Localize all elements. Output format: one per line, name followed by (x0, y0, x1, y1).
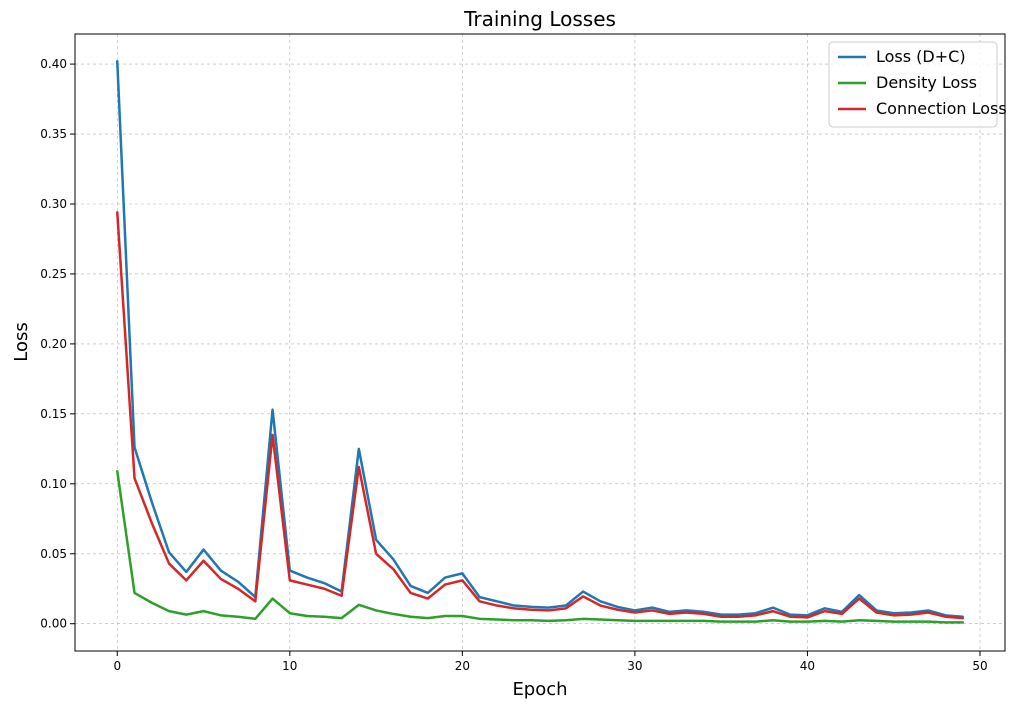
x-tick-label: 10 (282, 659, 297, 673)
x-tick-label: 50 (972, 659, 987, 673)
y-tick-label: 0.15 (40, 407, 67, 421)
x-tick-label: 0 (113, 659, 121, 673)
y-tick-label: 0.25 (40, 267, 67, 281)
y-tick-label: 0.20 (40, 337, 67, 351)
legend-label-connection-loss: Connection Loss (876, 99, 1007, 118)
y-axis-title: Loss (11, 322, 32, 361)
y-tick-label: 0.00 (40, 617, 67, 631)
y-tick-label: 0.40 (40, 57, 67, 71)
series-lines (116, 60, 964, 624)
x-tick-label: 20 (455, 659, 470, 673)
y-tick-label: 0.10 (40, 477, 67, 491)
legend: Loss (D+C) Density Loss Connection Loss (828, 41, 1007, 128)
legend-label-loss-d-c: Loss (D+C) (876, 47, 966, 66)
x-axis-ticks: 0 10 20 30 40 50 (113, 651, 988, 673)
y-tick-label: 0.05 (40, 547, 67, 561)
series-line-connection-loss (116, 211, 964, 620)
y-axis-ticks: 0.00 0.05 0.10 0.15 0.20 0.25 0.30 0.35 0.40 (40, 57, 75, 631)
y-tick-label: 0.35 (40, 127, 67, 141)
legend-box (828, 41, 998, 128)
x-axis-title: Epoch (512, 679, 567, 700)
x-tick-label: 40 (800, 659, 815, 673)
chart-title: Training Losses (463, 7, 616, 31)
y-tick-label: 0.30 (40, 197, 67, 211)
x-tick-label: 30 (627, 659, 642, 673)
legend-label-density-loss: Density Loss (876, 73, 977, 92)
series-line-density-loss (116, 469, 964, 624)
plot-frame (74, 33, 1006, 652)
